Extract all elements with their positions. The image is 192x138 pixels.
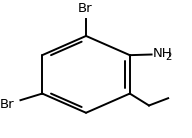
Text: Br: Br (78, 2, 93, 15)
Text: NH: NH (152, 47, 172, 60)
Text: 2: 2 (166, 52, 172, 62)
Text: Br: Br (0, 98, 15, 111)
